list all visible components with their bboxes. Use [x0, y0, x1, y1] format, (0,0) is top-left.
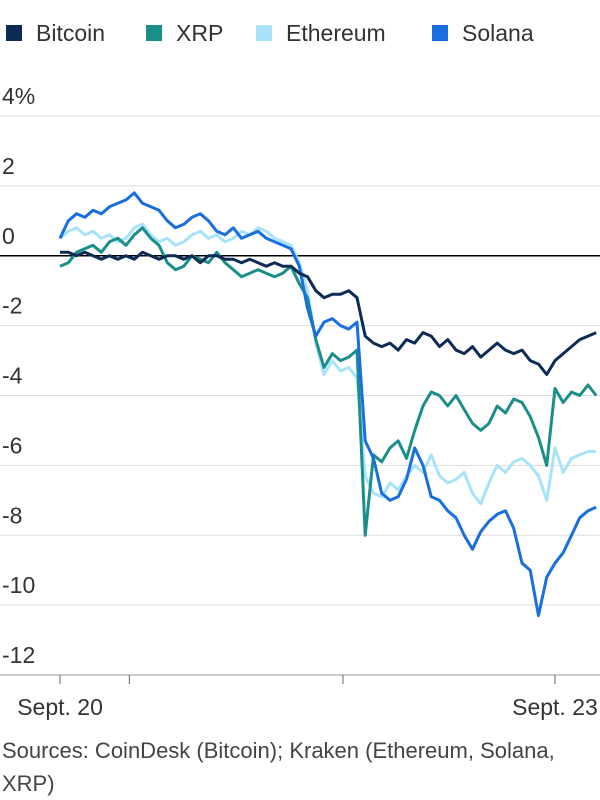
y-tick-label: -12 [2, 642, 35, 668]
y-tick-label: -4 [2, 363, 23, 389]
series-line [59, 226, 598, 537]
legend-label: Ethereum [286, 20, 386, 46]
legend-swatch [256, 25, 272, 41]
x-tick-label: Sept. 23 [512, 694, 598, 720]
y-tick-label: -8 [2, 502, 22, 528]
series-line [58, 191, 597, 618]
series-line [59, 222, 597, 506]
y-tick-label: 0 [2, 223, 15, 249]
y-tick-label: -2 [2, 293, 22, 319]
legend-swatch [432, 25, 448, 41]
x-tick-label: Sept. 20 [17, 694, 103, 720]
y-tick-label: 2 [2, 153, 15, 179]
series-line [60, 250, 597, 376]
source-note: Sources: CoinDesk (Bitcoin); Kraken (Eth… [2, 738, 555, 796]
y-tick-label: -10 [2, 572, 35, 598]
legend-swatch [6, 25, 22, 41]
chart: 4% 2 0 -2 -4 -6 -8 -10 -12 Sept. 20 Sept. 23 Bitcoi… [0, 20, 600, 720]
y-tick-label: 4% [2, 83, 35, 109]
legend-swatch [146, 25, 162, 41]
legend-label: Solana [462, 20, 534, 46]
legend-label: Bitcoin [36, 20, 105, 46]
legend-label: XRP [176, 20, 223, 46]
y-tick-label: -6 [2, 432, 22, 458]
